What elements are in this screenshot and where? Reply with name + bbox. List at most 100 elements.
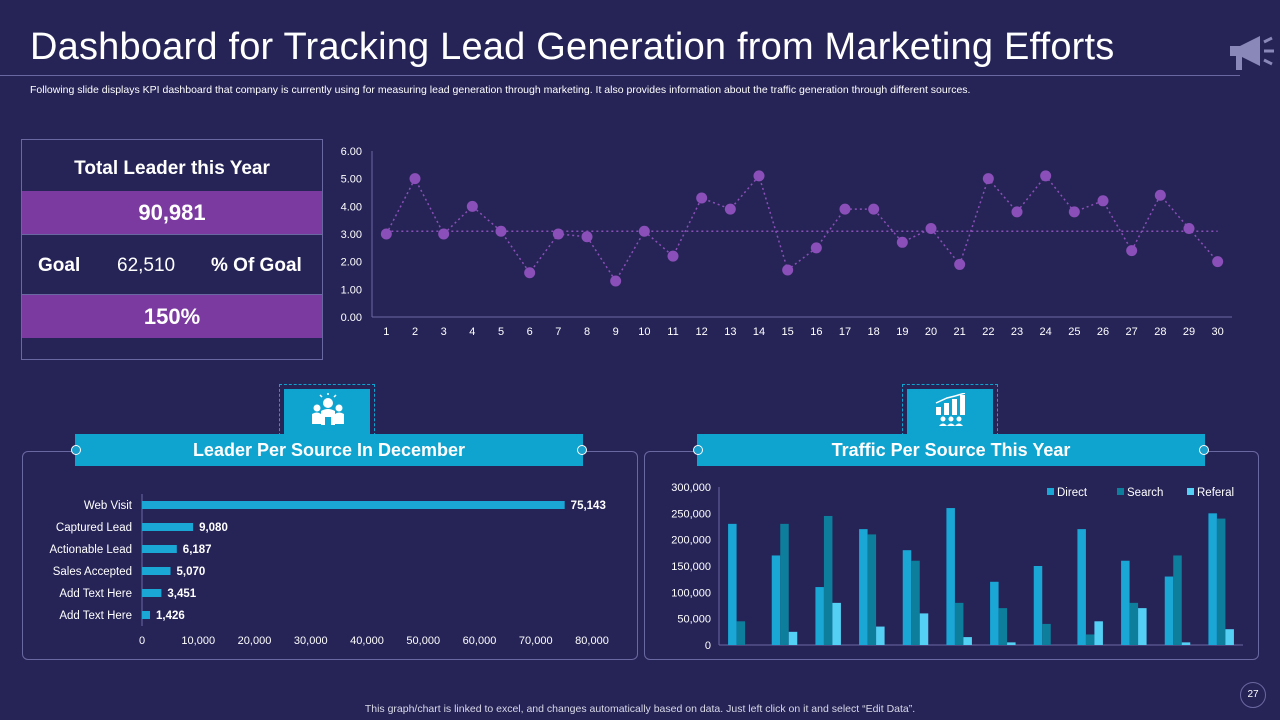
leads-point[interactable] xyxy=(380,228,392,240)
source-bar[interactable] xyxy=(142,545,177,553)
traffic-bar-search[interactable] xyxy=(736,621,746,645)
traffic-per-source-bar-chart[interactable]: 0 50,000 100,000 150,000 200,000 250,000 300,0… xyxy=(646,476,1258,658)
source-bar[interactable] xyxy=(142,523,194,531)
traffic-bar-referal[interactable] xyxy=(788,631,798,645)
traffic-bar-direct[interactable] xyxy=(1208,513,1217,645)
page-number: 27 xyxy=(1240,682,1266,708)
leads-point[interactable] xyxy=(409,173,421,185)
leads-point[interactable] xyxy=(552,228,564,240)
source-bar[interactable] xyxy=(142,501,565,509)
legend-label: Direct xyxy=(1057,487,1088,499)
leads-point[interactable] xyxy=(495,225,507,237)
x-tick-label: 8 xyxy=(584,326,590,338)
traffic-bar-referal[interactable] xyxy=(1181,642,1191,645)
leads-point[interactable] xyxy=(1040,170,1052,182)
traffic-bar-referal[interactable] xyxy=(1138,608,1147,645)
pct-of-goal-value: 150% xyxy=(22,295,322,338)
traffic-bar-referal[interactable] xyxy=(1007,642,1016,645)
traffic-bar-search[interactable] xyxy=(1173,555,1182,645)
traffic-bar-direct[interactable] xyxy=(990,581,999,645)
leads-point[interactable] xyxy=(610,275,622,287)
source-bar[interactable] xyxy=(142,567,171,575)
traffic-bar-search[interactable] xyxy=(954,602,964,645)
x-tick-label: 20,000 xyxy=(238,635,272,647)
leads-point[interactable] xyxy=(438,228,450,240)
x-tick-label: 2 xyxy=(412,326,418,338)
traffic-bar-direct[interactable] xyxy=(1164,576,1174,645)
traffic-bar-direct[interactable] xyxy=(1077,529,1086,645)
traffic-bar-referal[interactable] xyxy=(876,626,885,645)
leads-point[interactable] xyxy=(810,242,822,254)
leads-point[interactable] xyxy=(696,192,708,204)
leads-point[interactable] xyxy=(1212,256,1224,268)
x-tick-label: 30,000 xyxy=(294,635,328,647)
kpi-title: Total Leader this Year xyxy=(74,158,270,179)
traffic-bar-referal[interactable] xyxy=(832,602,841,645)
y-tick-label: 0.00 xyxy=(341,312,362,324)
source-bar[interactable] xyxy=(142,589,162,597)
source-bar[interactable] xyxy=(142,611,151,619)
leads-point[interactable] xyxy=(1011,206,1023,218)
team-icon xyxy=(312,393,344,425)
traffic-bar-referal[interactable] xyxy=(1094,621,1103,645)
traffic-bar-direct[interactable] xyxy=(946,508,955,645)
title-divider xyxy=(0,75,1240,76)
leads-point[interactable] xyxy=(638,225,650,237)
leads-point[interactable] xyxy=(753,170,765,182)
page-title: Dashboard for Tracking Lead Generation f… xyxy=(30,26,1115,68)
traffic-bar-direct[interactable] xyxy=(771,555,781,645)
footer-note: This graph/chart is linked to excel, and… xyxy=(364,703,916,715)
traffic-bar-search[interactable] xyxy=(867,534,877,645)
y-tick-label: 150,000 xyxy=(671,561,711,573)
legend-label: Referal xyxy=(1197,487,1234,499)
traffic-bar-direct[interactable] xyxy=(815,587,824,645)
leads-point[interactable] xyxy=(724,203,736,215)
leads-point[interactable] xyxy=(581,231,593,243)
traffic-bar-search[interactable] xyxy=(1129,602,1139,645)
traffic-bar-search[interactable] xyxy=(1216,518,1226,645)
page-subtitle: Following slide displays KPI dashboard t… xyxy=(30,84,971,96)
leads-point[interactable] xyxy=(839,203,851,215)
leads-point[interactable] xyxy=(982,173,994,185)
x-tick-label: 70,000 xyxy=(519,635,553,647)
leads-point[interactable] xyxy=(466,200,478,212)
y-tick-label: 5.00 xyxy=(341,174,362,186)
traffic-bar-direct[interactable] xyxy=(1033,566,1043,645)
traffic-bar-referal[interactable] xyxy=(963,637,972,645)
leads-point[interactable] xyxy=(1183,222,1195,234)
leads-point[interactable] xyxy=(1068,206,1080,218)
leads-point[interactable] xyxy=(1097,195,1109,207)
y-tick-label: 300,000 xyxy=(671,482,711,494)
x-tick-label: 60,000 xyxy=(463,635,497,647)
traffic-bar-referal[interactable] xyxy=(919,613,929,645)
traffic-bar-search[interactable] xyxy=(1085,634,1095,645)
traffic-bar-search[interactable] xyxy=(998,608,1008,645)
x-tick-label: 30 xyxy=(1212,326,1224,338)
daily-leads-line-chart[interactable]: 0.001.002.003.004.005.006.001 2 3 4 5 6 7 8 9 10 1… xyxy=(330,140,1240,345)
x-tick-label: 10,000 xyxy=(181,635,215,647)
leads-point[interactable] xyxy=(925,222,937,234)
x-tick-label: 40,000 xyxy=(350,635,384,647)
leads-point[interactable] xyxy=(524,267,536,279)
leads-point[interactable] xyxy=(868,203,880,215)
leads-point[interactable] xyxy=(954,258,966,270)
leads-point[interactable] xyxy=(667,250,679,262)
leads-point[interactable] xyxy=(896,236,908,248)
leads-point[interactable] xyxy=(782,264,794,276)
traffic-bar-direct[interactable] xyxy=(1121,560,1130,645)
goal-value: 62,510 xyxy=(117,255,176,276)
traffic-bar-search[interactable] xyxy=(823,515,833,645)
leads-point[interactable] xyxy=(1126,245,1138,257)
traffic-bar-referal[interactable] xyxy=(1225,629,1234,645)
traffic-bar-direct[interactable] xyxy=(728,523,737,645)
traffic-bar-search[interactable] xyxy=(780,523,789,645)
x-tick-label: 50,000 xyxy=(406,635,440,647)
bar-value-label: 3,451 xyxy=(167,588,196,600)
leader-per-source-bar-chart[interactable]: 0 10,000 20,000 30,000 40,000 50,000 60,000 70,… xyxy=(24,488,636,656)
traffic-bar-direct[interactable] xyxy=(859,529,868,645)
leads-point[interactable] xyxy=(1154,189,1166,201)
x-tick-label: 27 xyxy=(1126,326,1138,338)
traffic-bar-direct[interactable] xyxy=(902,550,912,645)
traffic-bar-search[interactable] xyxy=(911,560,920,645)
traffic-bar-search[interactable] xyxy=(1042,623,1051,645)
